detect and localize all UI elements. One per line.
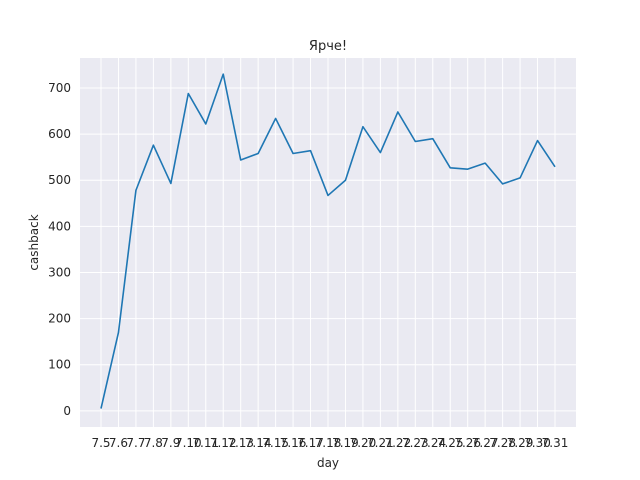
x-tick-label: 7.24: [419, 436, 446, 450]
x-tick-labels: 7.57.67.77.87.97.107.117.127.137.147.157…: [91, 436, 568, 450]
x-tick-label: 7.21: [367, 436, 394, 450]
x-axis-label: day: [317, 456, 339, 470]
y-tick-label: 300: [48, 265, 71, 279]
x-tick-label: 7.27: [472, 436, 499, 450]
x-tick-label: 7.15: [262, 436, 289, 450]
x-tick-label: 7.28: [489, 436, 516, 450]
x-tick-label: 7.14: [245, 436, 272, 450]
y-tick-label: 100: [48, 358, 71, 372]
x-tick-label: 7.26: [454, 436, 481, 450]
x-tick-label: 7.12: [210, 436, 237, 450]
y-tick-label: 0: [63, 404, 71, 418]
x-gridlines: [100, 58, 556, 427]
y-tick-labels: 0 100 200 300 400 500 600 700: [48, 81, 71, 418]
y-tick-label: 500: [48, 173, 71, 187]
y-gridlines: [80, 87, 576, 412]
x-tick-label: 7.17: [297, 436, 324, 450]
x-tick-label: 7.6: [109, 436, 128, 450]
x-tick-label: 7.10: [175, 436, 202, 450]
x-tick-label: 7.5: [91, 436, 110, 450]
x-tick-label: 7.16: [280, 436, 307, 450]
x-tick-label: 7.7: [126, 436, 145, 450]
x-tick-label: 7.22: [384, 436, 411, 450]
chart-title: Ярче!: [309, 39, 347, 54]
x-tick-label: 7.19: [332, 436, 359, 450]
y-tick-label: 600: [48, 127, 71, 141]
series-group: [100, 73, 556, 409]
x-tick-label: 7.18: [315, 436, 342, 450]
x-tick-label: 7.31: [542, 436, 569, 450]
series-line: [100, 73, 556, 409]
y-tick-label: 700: [48, 81, 71, 95]
x-tick-label: 7.13: [227, 436, 254, 450]
x-tick-label: 7.29: [507, 436, 534, 450]
y-tick-label: 200: [48, 312, 71, 326]
x-tick-label: 7.9: [161, 436, 180, 450]
x-tick-label: 7.25: [437, 436, 464, 450]
x-tick-label: 7.11: [192, 436, 219, 450]
x-tick-label: 7.8: [144, 436, 163, 450]
x-tick-label: 7.20: [350, 436, 377, 450]
x-tick-label: 7.23: [402, 436, 429, 450]
x-tick-label: 7.30: [524, 436, 551, 450]
y-axis-label: cashback: [27, 214, 41, 270]
y-tick-label: 400: [48, 219, 71, 233]
